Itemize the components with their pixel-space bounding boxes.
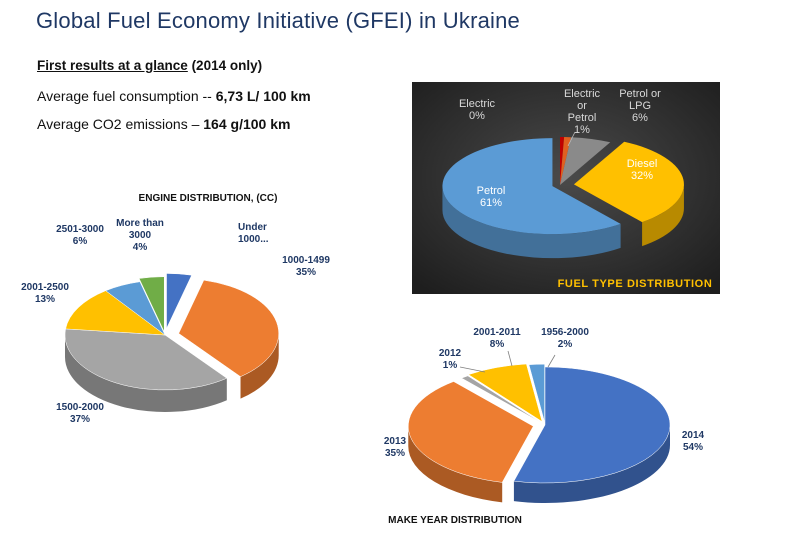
engine-distribution-cc-slice-more-than-3000: [138, 276, 165, 332]
make-year-distribution-slice-1956-2000: [528, 363, 545, 423]
fuel-type-distribution-slice-petrol-or-lpg: [560, 137, 611, 185]
year-chart: MAKE YEAR DISTRIBUTION 2014 54% 2013 35% 2012…: [384, 327, 705, 526]
fuel-chart-title: FUEL TYPE DISTRIBUTION: [558, 278, 713, 290]
year-label-2012: 2012 1%: [439, 348, 462, 371]
fuel-label-petrol: Petrol 61%: [477, 185, 506, 209]
fuel-leader-line: [567, 131, 576, 147]
engine-chart-title: ENGINE DISTRIBUTION, (CC): [139, 193, 278, 204]
year-label-2001-2011: 2001-2011 8%: [473, 327, 521, 350]
metric-fuel-consumption-label: Average fuel consumption --: [37, 88, 216, 104]
engine-label-more-than-3000: More than 3000 4%: [116, 218, 164, 253]
year-label-2013: 2013 35%: [384, 436, 407, 459]
make-year-distribution-slice-2014: [513, 366, 671, 484]
fuel-type-distribution-slice-petrol: [442, 138, 621, 235]
engine-label-2001-2500: 2001-2500 13%: [21, 282, 69, 305]
engine-label-under-1000: Under 1000...: [238, 222, 269, 245]
metric-fuel-consumption-value: 6,73 L/ 100 km: [215, 88, 311, 104]
engine-label-1500-2000: 1500-2000 37%: [56, 402, 104, 425]
fuel-type-distribution-side-petrol: [442, 186, 621, 259]
make-year-distribution-slice-2001-2011: [468, 363, 543, 423]
engine-distribution-cc-slice-2501-3000: [105, 281, 166, 336]
subtitle: First results at a glance (2014 only): [37, 58, 262, 73]
engine-label-2501-3000: 2501-3000 6%: [56, 224, 104, 247]
fuel-label-electric: Electric 0%: [459, 98, 496, 122]
fuel-label-petrol-or-lpg: Petrol or LPG 6%: [619, 88, 661, 124]
year-label-2014: 2014 54%: [682, 430, 705, 453]
make-year-distribution-side-2013: [408, 426, 503, 503]
make-year-distribution-side-2014: [513, 425, 670, 504]
year-leader-line-1956-2000: [547, 354, 556, 368]
fuel-label-electric-or-petrol: Electric or Petrol 1%: [564, 88, 601, 136]
fuel-type-distribution-slice-electric-or-petrol: [560, 137, 571, 185]
engine-chart: ENGINE DISTRIBUTION, (CC) Under 1000... 100…: [21, 193, 330, 425]
metric-co2-emissions-value: 164 g/100 km: [203, 116, 291, 132]
fuel-type-distribution-slice-diesel: [573, 141, 684, 223]
page-title: Global Fuel Economy Initiative (GFEI) in…: [36, 8, 520, 33]
metric-co2-emissions: Average CO2 emissions – 164 g/100 km: [37, 116, 290, 132]
subtitle-underlined: First results at a glance: [37, 58, 188, 73]
metric-fuel-consumption: Average fuel consumption -- 6,73 L/ 100 …: [37, 88, 311, 104]
fuel-type-distribution-side-diesel: [642, 184, 684, 247]
year-leader-line-2012: [459, 366, 486, 373]
year-leader-line-2001-2011: [507, 350, 513, 367]
engine-label-1000-1499: 1000-1499 35%: [282, 255, 330, 278]
engine-distribution-cc-slice-1000-1499: [178, 279, 279, 377]
make-year-distribution-slice-2012: [461, 375, 542, 424]
fuel-chart: FUEL TYPE DISTRIBUTION Electric 0% Electric…: [442, 88, 712, 290]
engine-distribution-cc-slice-1500-2000: [64, 328, 228, 391]
metric-co2-emissions-label: Average CO2 emissions –: [37, 116, 204, 132]
engine-distribution-cc-slice-2001-2500: [65, 290, 166, 336]
fuel-label-diesel: Diesel 32%: [627, 158, 658, 182]
engine-distribution-cc-side-1500-2000: [65, 335, 227, 412]
subtitle-rest: (2014 only): [187, 58, 263, 73]
engine-distribution-cc-slice-under-1000: [166, 273, 193, 329]
year-label-1956-2000: 1956-2000 2%: [541, 327, 589, 350]
fuel-type-distribution-slice-electric: [560, 137, 565, 185]
year-chart-title: MAKE YEAR DISTRIBUTION: [388, 515, 522, 526]
make-year-distribution-slice-2013: [408, 381, 534, 483]
